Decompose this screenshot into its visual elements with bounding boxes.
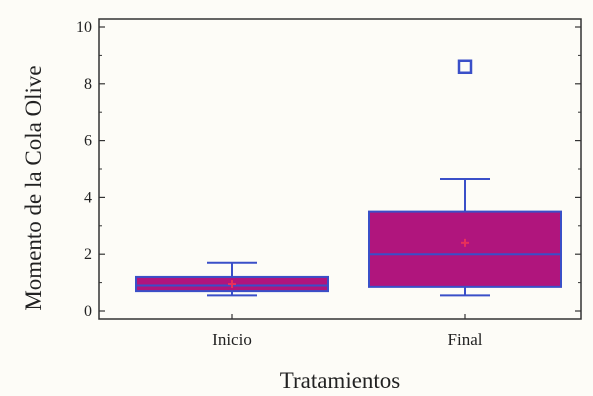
y-tick-label-8: 8 xyxy=(84,76,92,93)
y-axis: 0 2 4 6 8 10 xyxy=(76,19,581,320)
box-body-final xyxy=(368,210,562,288)
x-category-label-final: Final xyxy=(448,330,483,349)
boxes-layer xyxy=(135,59,562,297)
y-tick-label-4: 4 xyxy=(84,189,92,206)
y-tick-label-2: 2 xyxy=(84,246,92,263)
x-category-label-inicio: Inicio xyxy=(212,330,252,349)
x-axis-title: Tratamientos xyxy=(280,368,401,393)
y-tick-label-0: 0 xyxy=(84,303,92,320)
box-final xyxy=(368,59,562,297)
y-tick-label-6: 6 xyxy=(84,133,92,150)
x-axis: Inicio Final xyxy=(212,314,483,349)
box-inicio xyxy=(135,261,329,297)
y-tick-label-10: 10 xyxy=(76,19,92,36)
outlier-final-0 xyxy=(457,59,473,75)
y-axis-title: Momento de la Cola Olive xyxy=(21,65,46,310)
